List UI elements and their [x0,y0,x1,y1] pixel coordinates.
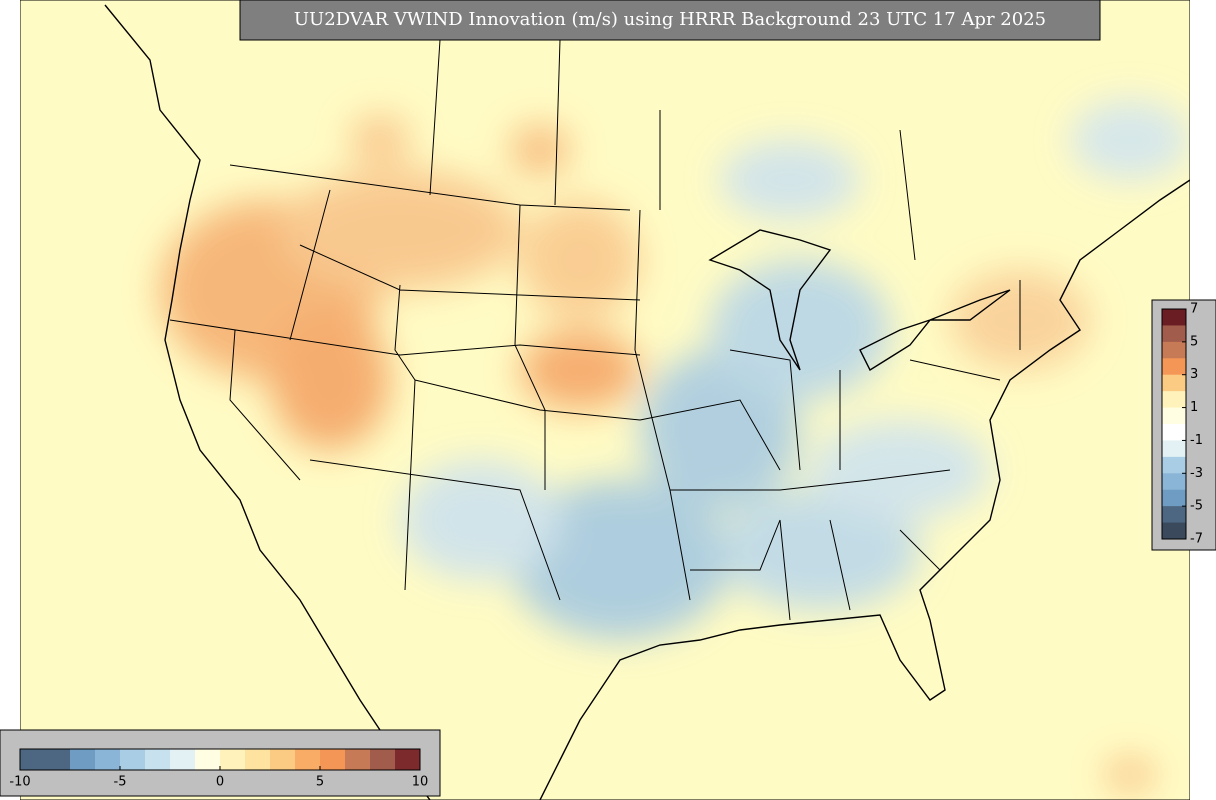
colorbar-segment [320,749,346,770]
colorbar-segment [370,749,396,770]
colorbar-segment [395,749,421,770]
colorbar-tick-label: -7 [1190,532,1203,547]
coastline [104,4,431,800]
colorbar-tick-label: 5 [1190,334,1198,349]
colorbar-segment [170,749,196,770]
colorbar-segment [220,749,246,770]
map-field [20,0,1190,800]
colorbar-segment [1162,506,1186,524]
colorbar-tick-label: 7 [1190,302,1198,317]
colorbar-segment [270,749,296,770]
colorbar-segment [245,749,271,770]
colorbar-segment [1162,456,1186,474]
colorbar-segment [345,749,371,770]
colorbar-tick-label: -5 [114,775,127,790]
colorbar-tick-label: 3 [1190,367,1198,382]
colorbar-segment [1162,325,1186,343]
map-title: UU2DVAR VWIND Innovation (m/s) using HRR… [294,9,1046,30]
colorbar-segment [70,749,96,770]
colorbar-segment [1162,391,1186,409]
colorbar-tick-label: 5 [316,775,324,790]
title-box [239,0,1101,41]
colorbar-tick-label: -3 [1190,466,1203,481]
coastline [539,179,1190,800]
colorbar-segment [1162,407,1186,425]
state-borders [169,39,1021,621]
colorbar-segment [1162,522,1186,540]
colorbar-tick-label: 1 [1190,400,1198,415]
colorbar-segment [1162,358,1186,376]
colorbar-segment [1162,473,1186,491]
colorbar-segment [1162,424,1186,441]
colorbar-segment [1162,440,1186,458]
great-lakes [708,229,1011,372]
colorbars: -10 -5 0 5 10 7 5 3 1 -1 -3 -5 -7 [9,302,1203,790]
colorbar-segment [1162,374,1186,392]
colorbar-frame [1161,308,1187,540]
colorbar-tick-label: 0 [216,775,224,790]
colorbar-segment [95,749,121,770]
colorbar-tick-label: -10 [9,775,30,790]
colorbar-segment [1162,489,1186,507]
colorbar-segment [295,749,321,770]
colorbar-tick-label: -5 [1190,499,1203,514]
colorbar-segment [45,749,71,770]
colorbar-segment [145,749,171,770]
colorbar-segment [20,749,46,770]
colorbar-tick-label: 10 [412,775,429,790]
colorbar-segment [1162,341,1186,359]
colorbar-tick-label: -1 [1190,433,1203,448]
colorbar-segment [195,749,221,770]
colorbar-segment [1162,309,1186,326]
colorbar-segment [120,749,146,770]
